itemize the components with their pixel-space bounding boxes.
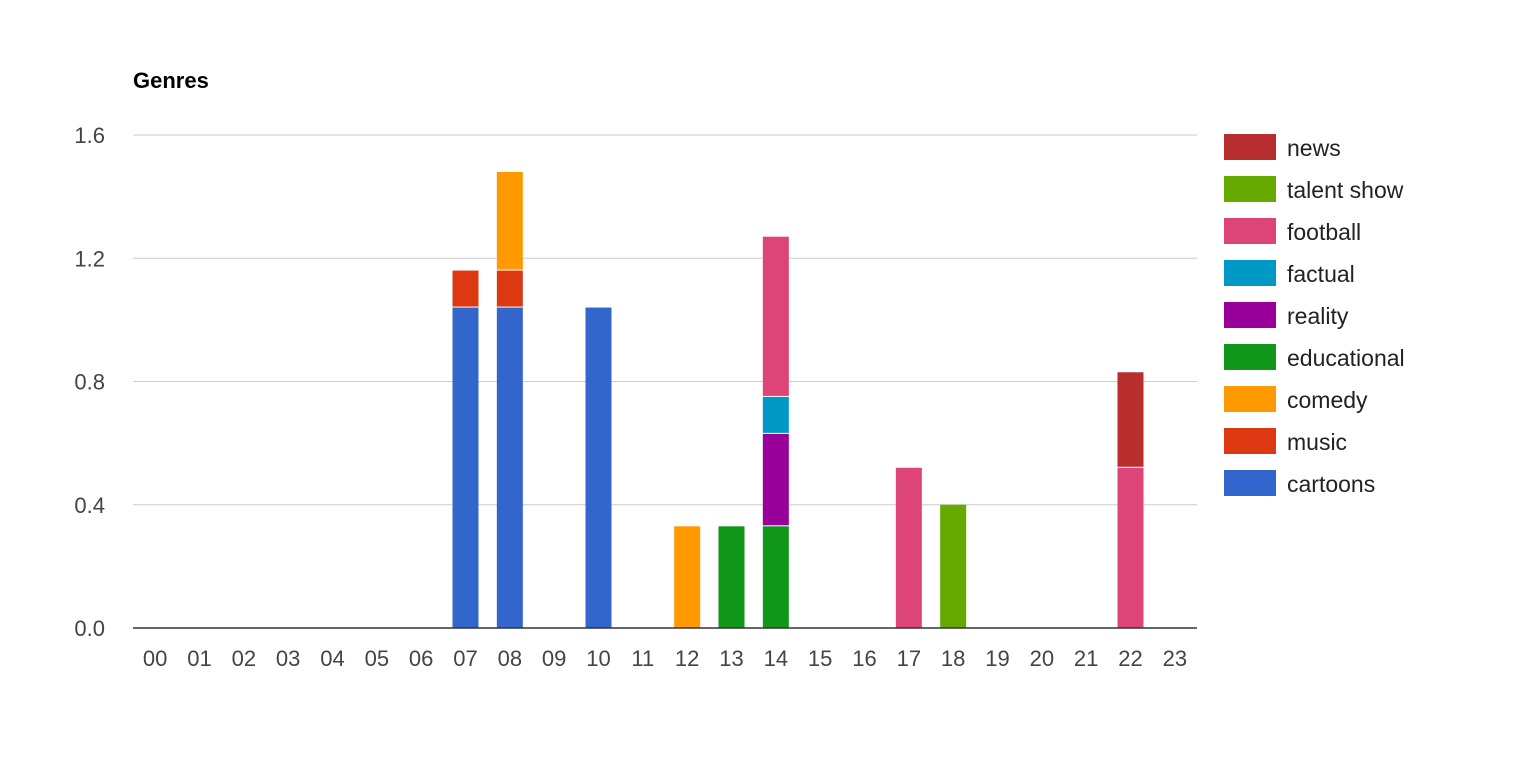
legend-label: cartoons [1287, 471, 1375, 497]
gridlines [133, 134, 1197, 506]
bar-cartoons-08 [496, 307, 523, 628]
y-tick-label: 1.2 [74, 246, 105, 271]
x-tick-label: 22 [1118, 646, 1142, 671]
x-tick-label: 23 [1163, 646, 1187, 671]
x-tick-label: 11 [631, 646, 654, 671]
legend-swatch [1224, 176, 1276, 202]
bar-cartoons-10 [585, 307, 612, 628]
legend-label: music [1287, 429, 1347, 455]
x-tick-label: 09 [542, 646, 566, 671]
legend-label: comedy [1287, 387, 1368, 413]
x-tick-label: 14 [764, 646, 788, 671]
x-tick-label: 02 [232, 646, 256, 671]
legend-swatch [1224, 386, 1276, 412]
x-tick-label: 00 [143, 646, 167, 671]
legend-swatch [1224, 470, 1276, 496]
x-tick-label: 01 [187, 646, 211, 671]
legend-item-football: football [1224, 218, 1361, 245]
legend-item-comedy: comedy [1224, 386, 1368, 413]
chart-title: Genres [133, 68, 209, 93]
y-tick-label: 0.4 [74, 493, 105, 518]
x-tick-label: 07 [453, 646, 477, 671]
legend-label: educational [1287, 345, 1405, 371]
x-tick-label: 03 [276, 646, 300, 671]
legend-item-reality: reality [1224, 302, 1349, 329]
bar-music-07 [452, 270, 479, 307]
legend-item-cartoons: cartoons [1224, 470, 1375, 497]
bar-comedy-08 [496, 171, 523, 270]
y-tick-label: 0.8 [74, 370, 105, 395]
y-tick-label: 1.6 [74, 123, 105, 148]
bar-music-08 [496, 270, 523, 307]
legend-item-talent-show: talent show [1224, 176, 1404, 203]
x-tick-label: 04 [320, 646, 344, 671]
legend-swatch [1224, 344, 1276, 370]
legend-label: factual [1287, 261, 1355, 287]
y-tick-label: 0.0 [74, 616, 105, 641]
bars [452, 171, 1144, 628]
legend-swatch [1224, 218, 1276, 244]
legend-swatch [1224, 134, 1276, 160]
bar-news-22 [1117, 372, 1144, 467]
legend-item-music: music [1224, 428, 1347, 455]
x-tick-label: 05 [365, 646, 389, 671]
legend-label: football [1287, 219, 1361, 245]
bar-comedy-12 [674, 526, 701, 628]
x-tick-label: 10 [586, 646, 610, 671]
legend-item-educational: educational [1224, 344, 1405, 371]
legend-swatch [1224, 428, 1276, 454]
x-tick-label: 19 [985, 646, 1009, 671]
x-tick-label: 15 [808, 646, 832, 671]
bar-educational-13 [718, 526, 745, 628]
x-tick-label: 17 [897, 646, 921, 671]
legend: news talent show football factual reality edu… [1224, 134, 1405, 497]
x-tick-label: 20 [1030, 646, 1054, 671]
x-tick-label: 13 [719, 646, 743, 671]
legend-item-news: news [1224, 134, 1341, 161]
bar-factual-14 [762, 396, 789, 433]
legend-label: talent show [1287, 177, 1404, 203]
bar-talent-show-18 [940, 504, 967, 628]
x-axis-tick-labels: 00 01 02 03 04 05 06 07 08 09 10 11 12 13 14 15 16 17 18 19… [143, 646, 1187, 671]
x-tick-label: 06 [409, 646, 433, 671]
bar-reality-14 [762, 433, 789, 526]
bar-cartoons-07 [452, 307, 479, 628]
x-tick-label: 18 [941, 646, 965, 671]
x-tick-label: 08 [498, 646, 522, 671]
x-tick-label: 16 [852, 646, 876, 671]
x-tick-label: 21 [1074, 646, 1098, 671]
x-tick-label: 12 [675, 646, 699, 671]
legend-swatch [1224, 260, 1276, 286]
bar-educational-14 [762, 526, 789, 628]
legend-item-factual: factual [1224, 260, 1355, 287]
legend-swatch [1224, 302, 1276, 328]
bar-football-22 [1117, 467, 1144, 628]
legend-label: reality [1287, 303, 1349, 329]
bar-football-14 [762, 236, 789, 396]
bar-football-17 [895, 467, 922, 628]
legend-label: news [1287, 135, 1341, 161]
y-axis-tick-labels: 0.0 0.4 0.8 1.2 1.6 [74, 123, 105, 641]
